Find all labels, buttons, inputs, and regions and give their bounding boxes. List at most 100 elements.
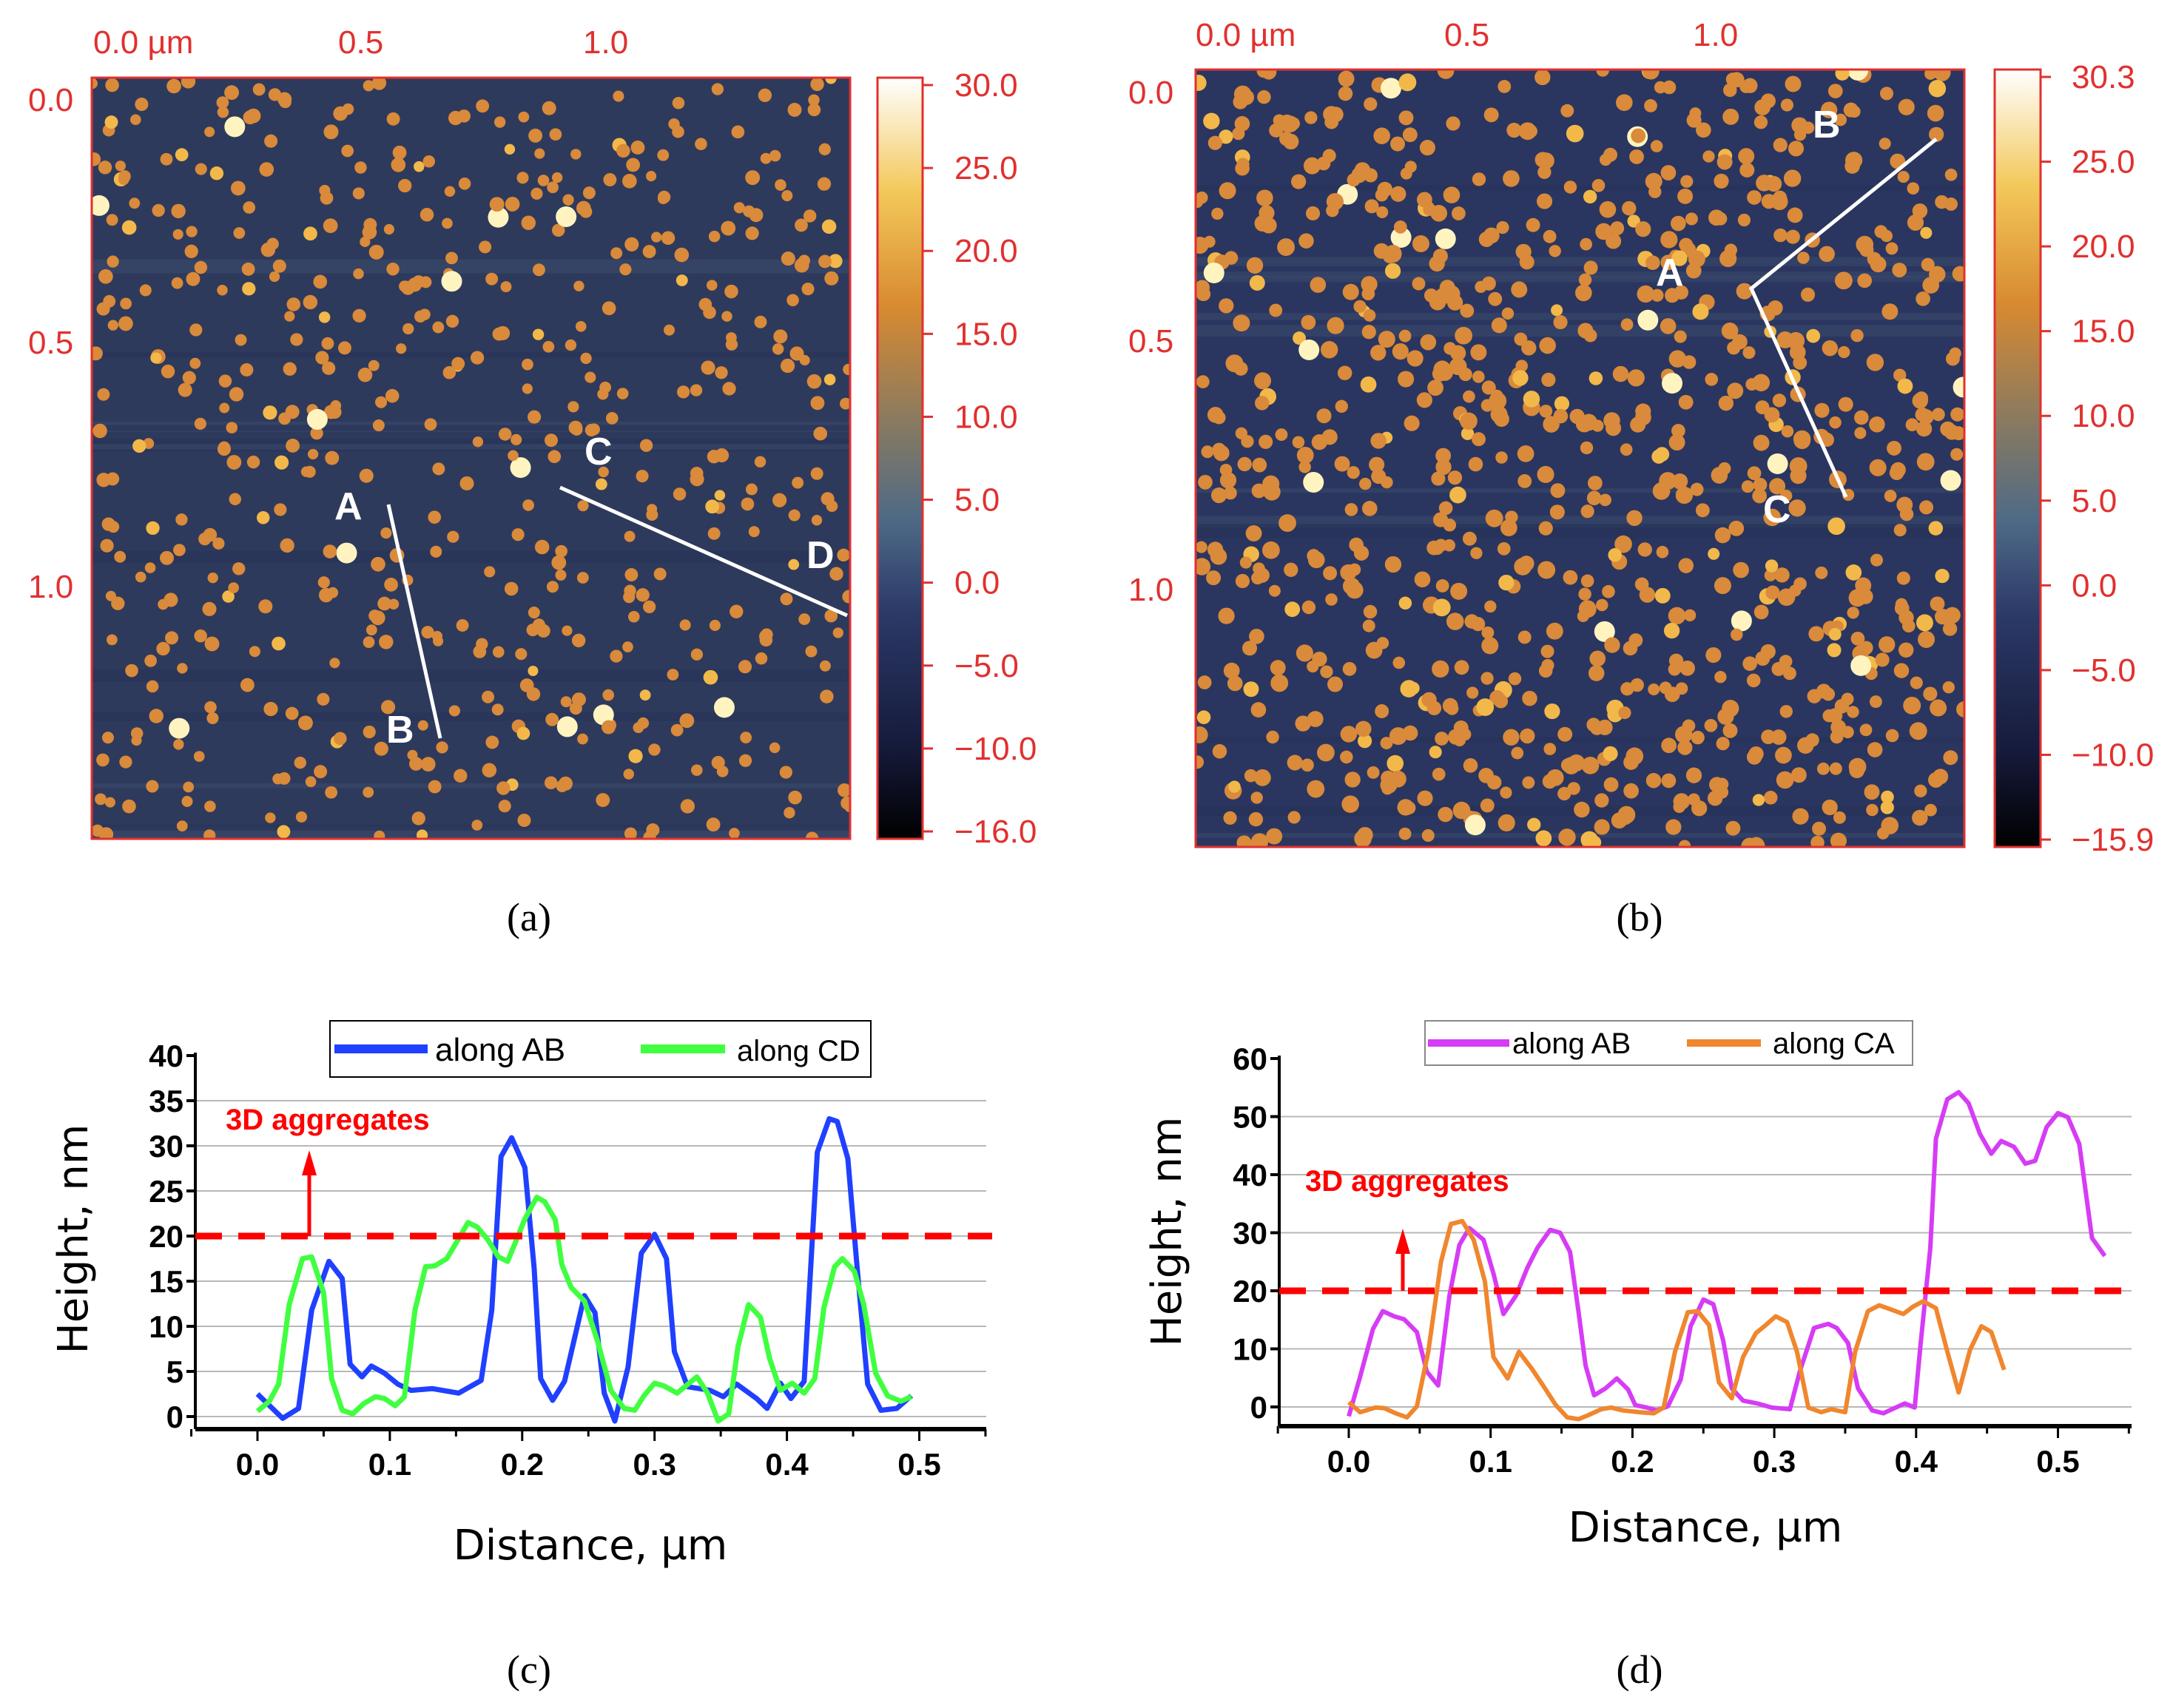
particle bbox=[1228, 780, 1241, 793]
particle bbox=[1928, 521, 1944, 536]
particle bbox=[517, 813, 531, 827]
colorbar-tick-label: 30.0 bbox=[954, 67, 1018, 104]
particle bbox=[1446, 116, 1461, 131]
point-label-b: B bbox=[1813, 104, 1841, 146]
particle bbox=[368, 610, 381, 622]
particle bbox=[1885, 729, 1899, 743]
particle bbox=[706, 817, 721, 832]
particle bbox=[1460, 303, 1475, 318]
particle bbox=[286, 297, 301, 311]
particle bbox=[817, 177, 832, 191]
particle bbox=[457, 109, 471, 123]
particle bbox=[1298, 233, 1314, 249]
particle bbox=[1620, 682, 1634, 696]
particle bbox=[1753, 115, 1768, 129]
particle bbox=[1470, 547, 1483, 559]
particle bbox=[380, 527, 392, 539]
particle bbox=[789, 346, 804, 361]
particle bbox=[775, 179, 786, 191]
particle bbox=[1421, 828, 1435, 843]
particle bbox=[1850, 631, 1865, 646]
particle bbox=[1722, 723, 1738, 738]
particle bbox=[219, 402, 230, 414]
particle bbox=[708, 230, 721, 243]
particle bbox=[359, 468, 374, 483]
y-tick-label: 35 bbox=[149, 1084, 183, 1118]
particle bbox=[1488, 291, 1503, 306]
particle bbox=[1608, 548, 1622, 562]
particle bbox=[1753, 604, 1769, 620]
particle bbox=[1301, 600, 1316, 615]
particle bbox=[1753, 477, 1768, 492]
particle bbox=[1287, 755, 1303, 771]
particle bbox=[556, 716, 578, 737]
particle bbox=[1269, 303, 1283, 317]
particle bbox=[1298, 461, 1311, 473]
particle bbox=[627, 610, 640, 623]
particle bbox=[104, 797, 115, 808]
particle bbox=[1643, 70, 1660, 80]
particle bbox=[1390, 136, 1406, 152]
particle bbox=[587, 423, 600, 436]
particle bbox=[1727, 382, 1744, 399]
y-tick-label: 25 bbox=[149, 1174, 183, 1209]
particle bbox=[1266, 828, 1283, 845]
particle bbox=[321, 337, 334, 350]
particle bbox=[1944, 168, 1958, 181]
particle bbox=[1360, 376, 1377, 393]
particle bbox=[118, 316, 133, 331]
particle bbox=[760, 152, 772, 164]
particle bbox=[1725, 72, 1740, 87]
particle bbox=[1859, 243, 1874, 257]
particle bbox=[144, 654, 158, 667]
colorbar-tick-label: 15.0 bbox=[954, 316, 1018, 352]
particle bbox=[1752, 488, 1767, 504]
particle bbox=[1927, 104, 1944, 122]
particle bbox=[1580, 574, 1594, 588]
particle bbox=[571, 633, 586, 648]
particle bbox=[740, 732, 752, 743]
particle bbox=[1359, 477, 1372, 490]
colorbar-b bbox=[1993, 68, 2042, 848]
particle bbox=[758, 88, 772, 103]
particle bbox=[528, 607, 540, 619]
particle bbox=[1476, 698, 1495, 716]
particle bbox=[1603, 147, 1618, 162]
particle bbox=[1685, 767, 1702, 783]
particle bbox=[560, 696, 572, 708]
y-tick-label: 10 bbox=[149, 1309, 183, 1344]
particle bbox=[754, 456, 767, 467]
particle bbox=[1569, 408, 1585, 425]
particle bbox=[146, 521, 160, 536]
particle bbox=[1493, 694, 1509, 709]
particle bbox=[229, 493, 241, 506]
particle bbox=[826, 500, 838, 513]
particle bbox=[1522, 776, 1535, 789]
particle bbox=[602, 689, 615, 701]
particle bbox=[1772, 394, 1787, 408]
particle bbox=[511, 433, 522, 445]
particle bbox=[1373, 127, 1390, 144]
particle bbox=[1483, 107, 1499, 123]
particle bbox=[318, 311, 331, 323]
particle bbox=[1850, 655, 1872, 676]
particle bbox=[1503, 729, 1520, 746]
particle bbox=[121, 220, 137, 235]
particle bbox=[1233, 361, 1248, 376]
particle bbox=[1859, 641, 1873, 655]
particle bbox=[1500, 519, 1517, 537]
particle bbox=[399, 280, 411, 292]
particle bbox=[1594, 819, 1610, 835]
particle bbox=[1841, 692, 1854, 706]
particle bbox=[96, 753, 110, 767]
particle bbox=[825, 78, 837, 84]
particle bbox=[1903, 696, 1921, 715]
particle bbox=[1935, 568, 1950, 584]
particle bbox=[432, 321, 445, 334]
particle bbox=[1746, 673, 1761, 688]
particle bbox=[1277, 238, 1296, 256]
particle bbox=[1603, 412, 1620, 429]
particle bbox=[1278, 514, 1296, 533]
particle bbox=[1764, 569, 1777, 581]
particle bbox=[1616, 94, 1633, 111]
